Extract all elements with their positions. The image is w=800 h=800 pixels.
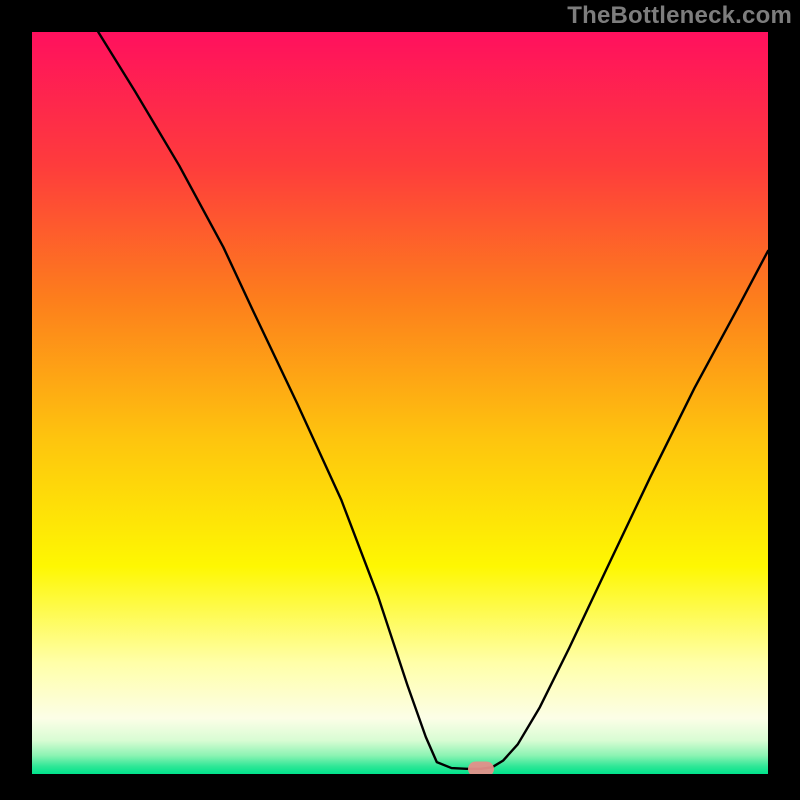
bottleneck-chart: TheBottleneck.com (0, 0, 800, 800)
plot-area (32, 32, 768, 774)
frame-bottom (0, 774, 800, 800)
plot-svg (32, 32, 768, 774)
frame-left (0, 0, 32, 800)
frame-right (768, 0, 800, 800)
watermark-text: TheBottleneck.com (567, 2, 792, 30)
optimal-marker (468, 761, 494, 774)
